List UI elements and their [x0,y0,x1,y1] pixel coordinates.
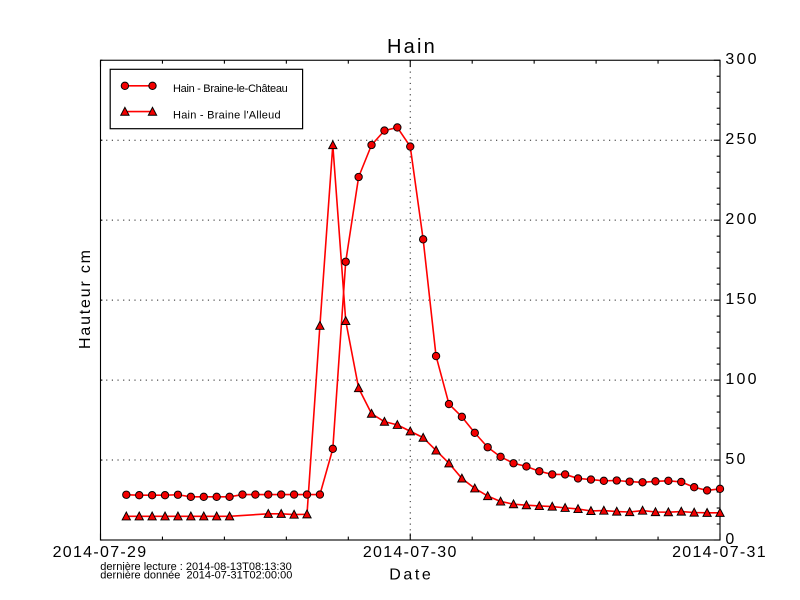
svg-text:250: 250 [725,131,758,148]
svg-text:Hain - Braine-le-Château: Hain - Braine-le-Château [173,83,288,95]
svg-text:150: 150 [725,291,758,308]
svg-text:50: 50 [725,451,747,468]
svg-text:Date: Date [389,567,433,584]
svg-text:2014-07-31: 2014-07-31 [672,544,767,561]
svg-text:100: 100 [725,371,758,388]
svg-text:Hain - Braine l'Alleud: Hain - Braine l'Alleud [173,110,281,122]
svg-text:0: 0 [725,531,736,548]
svg-text:dernière donnée 2014-07-31T02: dernière donnée 2014-07-31T02:00:00 [100,570,292,582]
svg-text:Hain: Hain [387,36,437,58]
svg-text:200: 200 [725,211,758,228]
svg-text:2014-07-30: 2014-07-30 [363,544,458,561]
svg-text:300: 300 [725,51,758,68]
svg-text:Hauteur cm: Hauteur cm [77,248,94,349]
svg-text:2014-07-29: 2014-07-29 [53,544,148,561]
svg-text:dernière lecture : 2014-08-13T: dernière lecture : 2014-08-13T08:13:30 [100,561,291,573]
